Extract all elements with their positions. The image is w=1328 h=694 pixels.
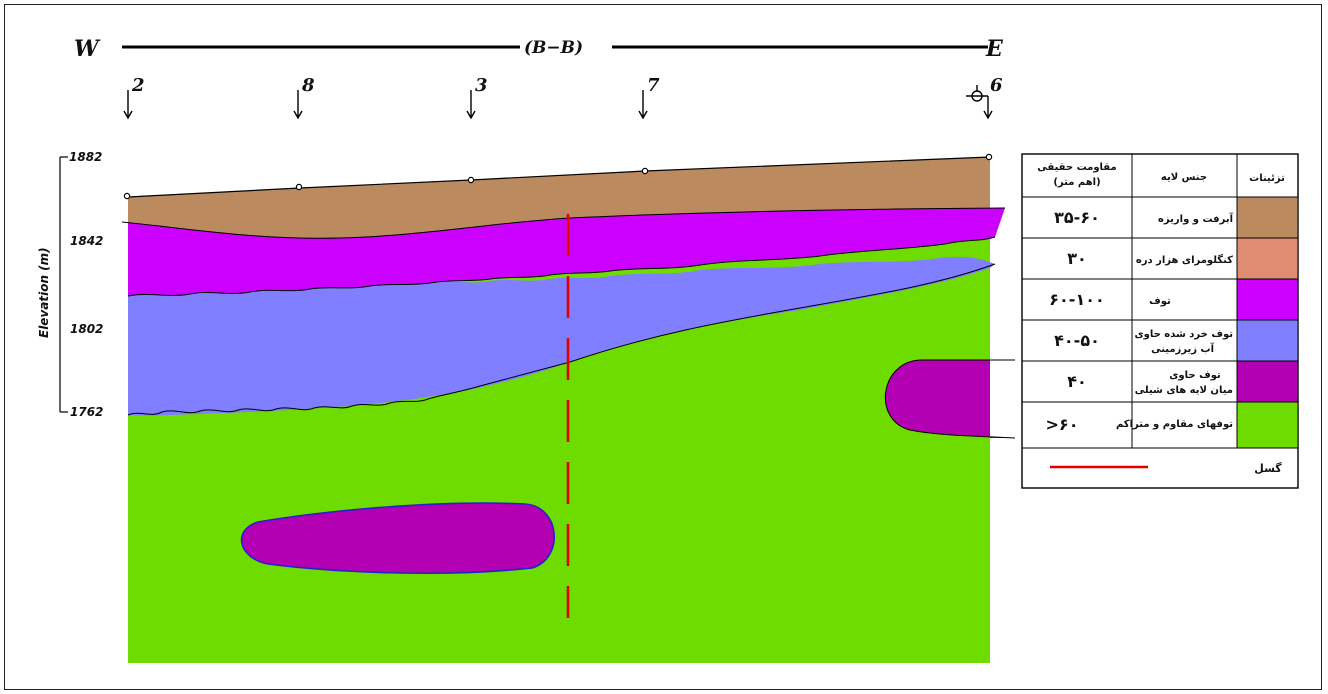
well-label: 8: [301, 75, 315, 96]
down-arrow-icon: [638, 90, 648, 120]
tick-label-1882: 1882: [69, 150, 102, 164]
tick-label-1802: 1802: [70, 322, 103, 336]
dense-tuff-top-line: [569, 263, 996, 363]
legend-fault-label: گسل: [1254, 462, 1282, 475]
east-label: E: [985, 36, 1004, 62]
legend-lithology: توف حاوی: [1169, 370, 1221, 381]
surface-point: [641, 167, 649, 175]
well-marker-7: 7: [638, 75, 660, 120]
elevation-axis: 1882 1842 1802 1762 Elevation (m): [37, 150, 103, 419]
crushed-tuff-layer: [128, 256, 995, 416]
tuff-layer: [128, 208, 1005, 296]
legend-resistivity: ۴۰: [1067, 372, 1087, 391]
legend-lithology: توفهای مقاوم و متراکم: [1116, 419, 1233, 430]
down-arrow-icon: [466, 90, 476, 120]
well-marker-3: 3: [466, 75, 488, 120]
legend-lithology: آبرفت و واریزه: [1158, 212, 1234, 225]
well-label: 3: [475, 75, 488, 96]
west-label: W: [74, 36, 101, 62]
well-label: 6: [990, 75, 1003, 96]
surface-point: [467, 176, 475, 184]
alluvium-base-line: [121, 207, 1006, 239]
crushed-tuff-base-line: [127, 361, 571, 416]
surface-point: [985, 153, 993, 161]
legend-lithology: آب زیرزمینی: [1151, 342, 1214, 355]
legend-resistivity: >۶۰: [1046, 415, 1079, 434]
section-title: (B−B): [524, 38, 583, 58]
surface-point: [123, 192, 131, 200]
legend-header-lithology: جنس لایه: [1161, 172, 1207, 183]
tick-label-1762: 1762: [70, 405, 103, 419]
legend-swatch-shale-tuff: [1236, 360, 1299, 403]
legend-swatch-dense-tuff: [1236, 401, 1299, 449]
legend-resistivity: ۳۰: [1067, 249, 1087, 268]
legend-lithology: کنگلومرای هزار دره: [1136, 253, 1233, 266]
legend-swatch-alluvium: [1236, 196, 1299, 239]
well-marker-6: 6: [966, 75, 1003, 120]
legend-lithology: میان لایه های شیلی: [1135, 385, 1233, 396]
legend-swatch-tuff: [1236, 278, 1299, 321]
down-arrow-icon: [983, 96, 993, 120]
legend-resistivity: ۴۰-۵۰: [1054, 331, 1100, 350]
well-label: 2: [131, 75, 145, 96]
axis-title: Elevation (m): [37, 247, 51, 338]
shale-lens-right: [885, 360, 1015, 438]
shale-lens-right-outline: [884, 359, 1016, 439]
well-label: 7: [647, 75, 660, 96]
legend-lithology: توف خرد شده حاوی: [1134, 329, 1233, 340]
legend-resistivity: ۳۵-۶۰: [1054, 208, 1100, 227]
down-arrow-icon: [123, 90, 133, 120]
surface-point: [295, 183, 303, 191]
down-arrow-icon: [293, 90, 303, 120]
well-marker-2: 2: [123, 75, 145, 120]
legend-header-resistivity-unit: (اهم متر): [1053, 177, 1100, 188]
legend-header-resistivity: مقاومت حقیقی: [1037, 162, 1116, 173]
well-symbol-icon: [966, 85, 988, 102]
legend-swatch-crushed-tuff: [1236, 319, 1299, 362]
legend-header-pattern: تزئینات: [1249, 173, 1285, 184]
shale-lens-lower: [240, 502, 555, 575]
well-marker-8: 8: [293, 75, 315, 120]
tick-label-1842: 1842: [70, 234, 103, 248]
legend-lithology: توف: [1149, 296, 1171, 307]
legend-resistivity: ۶۰-۱۰۰: [1049, 290, 1104, 309]
alluvium-layer: [128, 157, 990, 239]
legend-swatch-conglomerate: [1236, 237, 1299, 280]
legend: مقاومت حقیقی (اهم متر) جنس لایه تزئینات …: [1021, 153, 1299, 489]
tuff-base-line: [127, 236, 996, 297]
